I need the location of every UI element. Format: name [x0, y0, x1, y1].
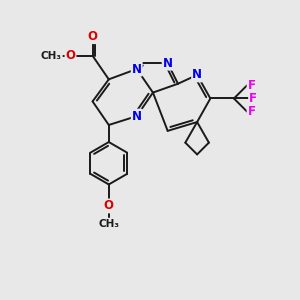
Text: N: N — [132, 110, 142, 123]
Text: F: F — [248, 79, 256, 92]
Text: F: F — [248, 105, 256, 118]
Text: N: N — [192, 68, 202, 81]
Text: O: O — [104, 200, 114, 212]
Text: CH₃: CH₃ — [98, 219, 119, 229]
Text: O: O — [88, 30, 98, 43]
Text: N: N — [163, 57, 173, 70]
Text: F: F — [249, 92, 257, 105]
Text: CH₃: CH₃ — [41, 51, 62, 61]
Text: N: N — [132, 62, 142, 76]
Text: O: O — [65, 49, 76, 62]
